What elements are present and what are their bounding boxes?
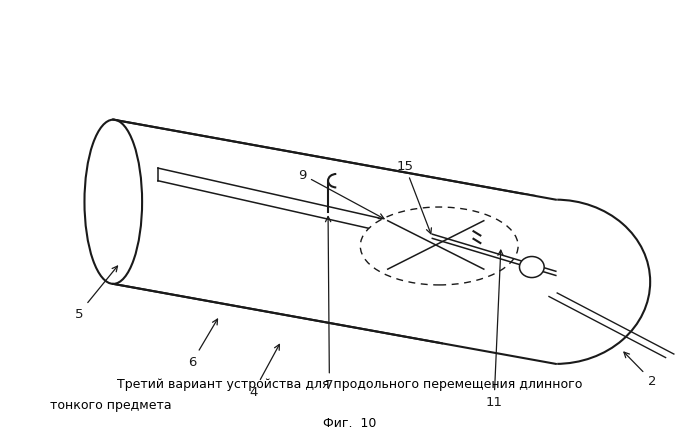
Text: Фиг.  10: Фиг. 10 (323, 416, 377, 429)
Text: Третий вариант устройства для продольного перемещения длинного: Третий вариант устройства для продольног… (118, 378, 582, 391)
Text: 2: 2 (624, 352, 656, 387)
Text: тонкого предмета: тонкого предмета (50, 398, 172, 411)
Text: 5: 5 (75, 266, 118, 320)
Text: 7: 7 (326, 217, 334, 391)
Ellipse shape (519, 257, 544, 278)
Text: 4: 4 (250, 345, 279, 398)
Ellipse shape (461, 200, 650, 364)
Text: 15: 15 (396, 160, 431, 234)
Text: 6: 6 (188, 319, 218, 368)
Ellipse shape (360, 207, 518, 285)
Ellipse shape (85, 120, 142, 284)
Text: 11: 11 (486, 250, 503, 408)
Text: 9: 9 (298, 168, 384, 219)
Bar (442, 196, 556, 368)
